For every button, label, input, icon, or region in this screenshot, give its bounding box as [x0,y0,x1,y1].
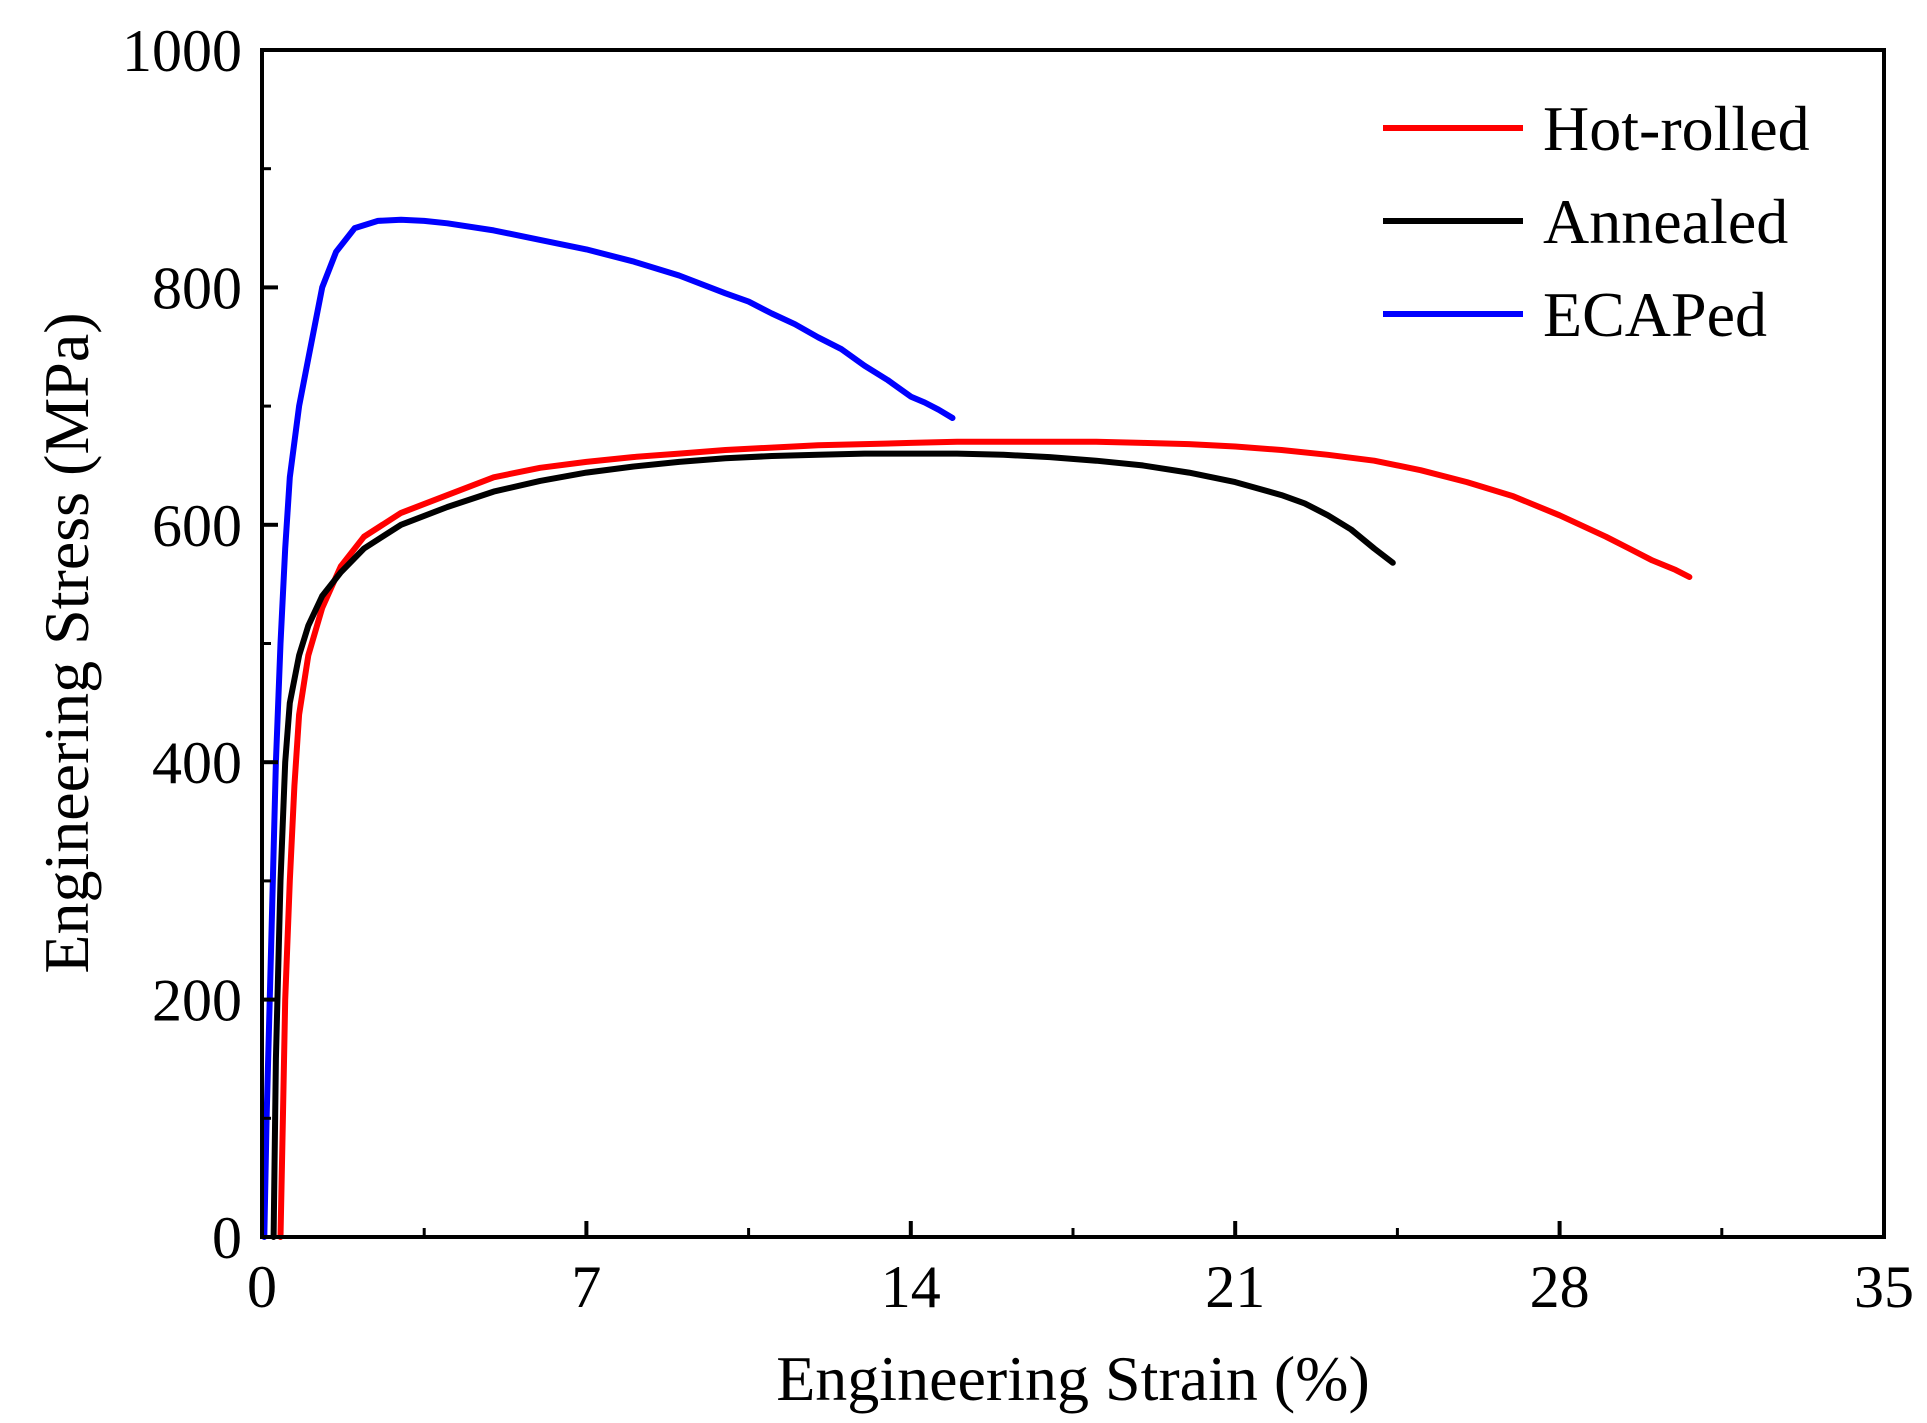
y-tick-label: 1000 [122,18,242,84]
y-axis-ticks: 0 200 400 600 800 1000 [122,18,278,1271]
series-layer [261,216,1693,1240]
series-line-ecaped [261,216,956,1240]
x-tick-label: 0 [247,1254,277,1320]
y-tick-label: 0 [212,1205,242,1271]
y-tick-label: 400 [152,730,242,796]
series-line-annealed [270,450,1396,1240]
y-tick-label: 800 [152,255,242,321]
x-tick-label: 14 [881,1254,941,1320]
y-tick-label: 200 [152,968,242,1034]
legend: Hot-rolled Annealed ECAPed [1383,93,1810,350]
x-axis-ticks: 0 7 14 21 28 35 [247,1221,1914,1320]
legend-label-annealed: Annealed [1543,186,1788,257]
x-tick-label: 21 [1205,1254,1265,1320]
legend-label-hot-rolled: Hot-rolled [1543,93,1810,164]
x-axis-title: Engineering Strain (%) [776,1343,1370,1414]
y-axis-title: Engineering Stress (MPa) [31,312,102,973]
y-tick-label: 600 [152,493,242,559]
x-tick-label: 35 [1854,1254,1914,1320]
x-tick-label: 7 [571,1254,601,1320]
x-tick-label: 28 [1530,1254,1590,1320]
legend-label-ecaped: ECAPed [1543,279,1767,350]
series-line-hot-rolled [277,438,1693,1240]
